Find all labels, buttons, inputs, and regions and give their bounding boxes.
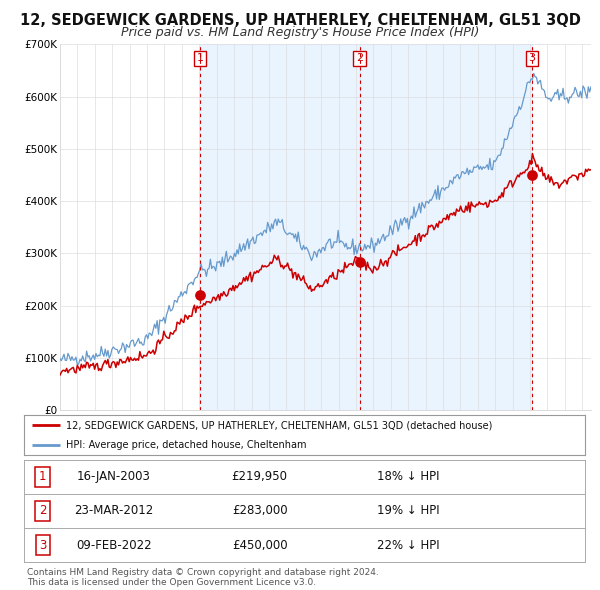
Text: 1: 1 xyxy=(39,470,46,483)
Text: 16-JAN-2003: 16-JAN-2003 xyxy=(77,470,151,483)
Text: 09-FEB-2022: 09-FEB-2022 xyxy=(76,539,152,552)
Text: 3: 3 xyxy=(529,54,535,63)
Bar xyxy=(200,44,360,410)
Text: £283,000: £283,000 xyxy=(232,504,287,517)
Text: 23-MAR-2012: 23-MAR-2012 xyxy=(74,504,154,517)
Text: 2: 2 xyxy=(356,54,364,63)
Point xyxy=(355,257,365,267)
Text: 2: 2 xyxy=(39,504,46,517)
Text: 22% ↓ HPI: 22% ↓ HPI xyxy=(377,539,440,552)
Text: 19% ↓ HPI: 19% ↓ HPI xyxy=(377,504,440,517)
Text: 18% ↓ HPI: 18% ↓ HPI xyxy=(377,470,440,483)
Text: 3: 3 xyxy=(39,539,46,552)
Bar xyxy=(360,44,532,410)
Text: HPI: Average price, detached house, Cheltenham: HPI: Average price, detached house, Chel… xyxy=(66,441,307,450)
Text: Contains HM Land Registry data © Crown copyright and database right 2024.
This d: Contains HM Land Registry data © Crown c… xyxy=(27,568,379,587)
Text: Price paid vs. HM Land Registry's House Price Index (HPI): Price paid vs. HM Land Registry's House … xyxy=(121,26,479,39)
Point xyxy=(195,290,205,300)
Text: 1: 1 xyxy=(196,54,203,63)
Text: 12, SEDGEWICK GARDENS, UP HATHERLEY, CHELTENHAM, GL51 3QD: 12, SEDGEWICK GARDENS, UP HATHERLEY, CHE… xyxy=(20,13,580,28)
Text: £219,950: £219,950 xyxy=(232,470,287,483)
Text: £450,000: £450,000 xyxy=(232,539,287,552)
Text: 12, SEDGEWICK GARDENS, UP HATHERLEY, CHELTENHAM, GL51 3QD (detached house): 12, SEDGEWICK GARDENS, UP HATHERLEY, CHE… xyxy=(66,421,493,430)
Point xyxy=(527,170,537,179)
